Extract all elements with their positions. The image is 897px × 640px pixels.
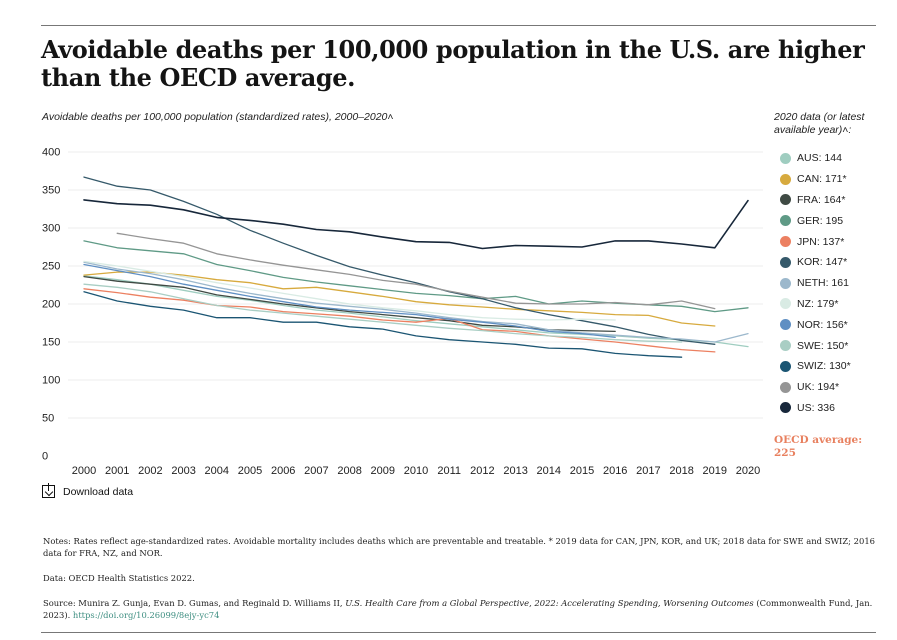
legend-label: US: 336: [797, 401, 835, 414]
x-tick-label: 2016: [603, 465, 627, 477]
legend-label: SWE: 150*: [797, 339, 849, 352]
x-tick-label: 2004: [205, 465, 229, 477]
notes-section: Notes: Rates reflect age-standardized ra…: [43, 535, 875, 634]
legend-swatch: [780, 381, 791, 393]
x-tick-label: 2003: [171, 465, 195, 477]
legend-item: CAN: 171*: [780, 169, 851, 190]
legend-swatch: [780, 173, 791, 185]
y-tick-label: 400: [42, 147, 60, 159]
legend-item: UK: 194*: [780, 377, 851, 398]
x-tick-label: 2007: [304, 465, 328, 477]
legend-item: NETH: 161: [780, 273, 851, 294]
legend-label: NZ: 179*: [797, 297, 839, 310]
legend-swatch: [780, 360, 791, 372]
notes-text: Notes: Rates reflect age-standardized ra…: [43, 536, 875, 558]
y-tick-label: 250: [42, 261, 60, 273]
legend-label: CAN: 171*: [797, 173, 847, 186]
legend-swatch: [780, 256, 791, 268]
series-line: [83, 291, 683, 358]
legend-label: FRA: 164*: [797, 193, 846, 206]
x-tick-label: 2011: [437, 465, 461, 477]
source-link[interactable]: https://doi.org/10.26099/8ejy-yc74: [72, 610, 220, 620]
legend-item: JPN: 137*: [780, 231, 851, 252]
legend-swatch: [780, 236, 791, 248]
y-tick-label: 350: [42, 185, 60, 197]
x-tick-label: 2019: [703, 465, 727, 477]
x-tick-label: 2001: [105, 465, 129, 477]
legend-item: NZ: 179*: [780, 294, 851, 315]
x-tick-label: 2018: [669, 465, 693, 477]
legend-item: GER: 195: [780, 210, 851, 231]
legend-swatch: [780, 152, 791, 164]
bottom-rule: [41, 632, 876, 633]
y-tick-label: 200: [42, 299, 60, 311]
series-line: [83, 263, 616, 339]
legend-title: 2020 data (or latest available year)˄:: [774, 111, 865, 136]
x-tick-label: 2008: [337, 465, 361, 477]
x-tick-label: 2005: [238, 465, 262, 477]
legend-item: SWE: 150*: [780, 335, 851, 356]
series-line: [83, 271, 716, 327]
source-suffix: (Commonwealth Fund, Jan. 2023).: [43, 598, 873, 620]
series-line: [83, 275, 749, 348]
legend-label: NOR: 156*: [797, 318, 848, 331]
legend-item: FRA: 164*: [780, 190, 851, 211]
legend-item: SWIZ: 130*: [780, 356, 851, 377]
y-tick-label: 50: [42, 413, 54, 425]
data-note: Data: OECD Health Statistics 2022.: [43, 573, 195, 583]
x-tick-label: 2014: [537, 465, 561, 477]
legend-item: NOR: 156*: [780, 314, 851, 335]
series-line: [83, 176, 716, 345]
x-tick-label: 2000: [72, 465, 96, 477]
source-title: U.S. Health Care from a Global Perspecti…: [345, 598, 754, 608]
legend-swatch: [780, 340, 791, 352]
y-tick-label: 300: [42, 223, 60, 235]
x-tick-label: 2015: [570, 465, 594, 477]
x-tick-label: 2013: [503, 465, 527, 477]
legend-swatch: [780, 277, 791, 289]
legend-label: NETH: 161: [797, 277, 849, 290]
legend-label: UK: 194*: [797, 381, 840, 394]
legend-label: AUS: 144: [797, 152, 842, 165]
x-tick-label: 2020: [736, 465, 760, 477]
legend-item: KOR: 147*: [780, 252, 851, 273]
legend-item: AUS: 144: [780, 148, 851, 169]
legend-swatch: [780, 319, 791, 331]
x-tick-label: 2012: [470, 465, 494, 477]
series-line: [83, 288, 716, 353]
y-tick-label: 150: [42, 337, 60, 349]
y-tick-label: 100: [42, 375, 60, 387]
legend-swatch: [780, 402, 791, 414]
y-tick-label: 0: [42, 451, 48, 463]
legend-label: KOR: 147*: [797, 256, 848, 269]
series-line: [83, 283, 683, 343]
legend-swatch: [780, 298, 791, 310]
source-prefix: Source: Munira Z. Gunja, Evan D. Gumas, …: [43, 598, 343, 608]
x-tick-label: 2006: [271, 465, 295, 477]
series-line: [83, 199, 749, 250]
chart-subtitle: Avoidable deaths per 100,000 population …: [42, 111, 394, 123]
x-tick-label: 2017: [636, 465, 660, 477]
legend-swatch: [780, 215, 791, 227]
x-tick-label: 2002: [138, 465, 162, 477]
legend-label: JPN: 137*: [797, 235, 845, 248]
x-tick-label: 2010: [404, 465, 428, 477]
top-rule: [41, 25, 876, 26]
legend-swatch: [780, 194, 791, 206]
line-chart: 0 50 100 150 200 250 300 350 400 2000 2001 2002 2003…: [42, 147, 763, 477]
download-icon: [42, 483, 55, 498]
page-title: Avoidable deaths per 100,000 population …: [41, 35, 865, 92]
legend-item: US: 336: [780, 398, 851, 419]
download-data-button[interactable]: Download data: [42, 483, 134, 498]
oecd-average: OECD average: 225: [774, 434, 863, 459]
source-note: Source: Munira Z. Gunja, Evan D. Gumas, …: [43, 597, 875, 621]
legend-label: GER: 195: [797, 214, 844, 227]
legend-label: SWIZ: 130*: [797, 360, 851, 373]
chart-legend: AUS: 144 CAN: 171* FRA: 164* GER: 195 JPN: 1…: [780, 148, 851, 418]
x-tick-label: 2009: [371, 465, 395, 477]
series-line: [83, 260, 616, 321]
download-label: Download data: [63, 485, 134, 498]
series-line: [83, 261, 749, 343]
series-line: [116, 232, 716, 310]
